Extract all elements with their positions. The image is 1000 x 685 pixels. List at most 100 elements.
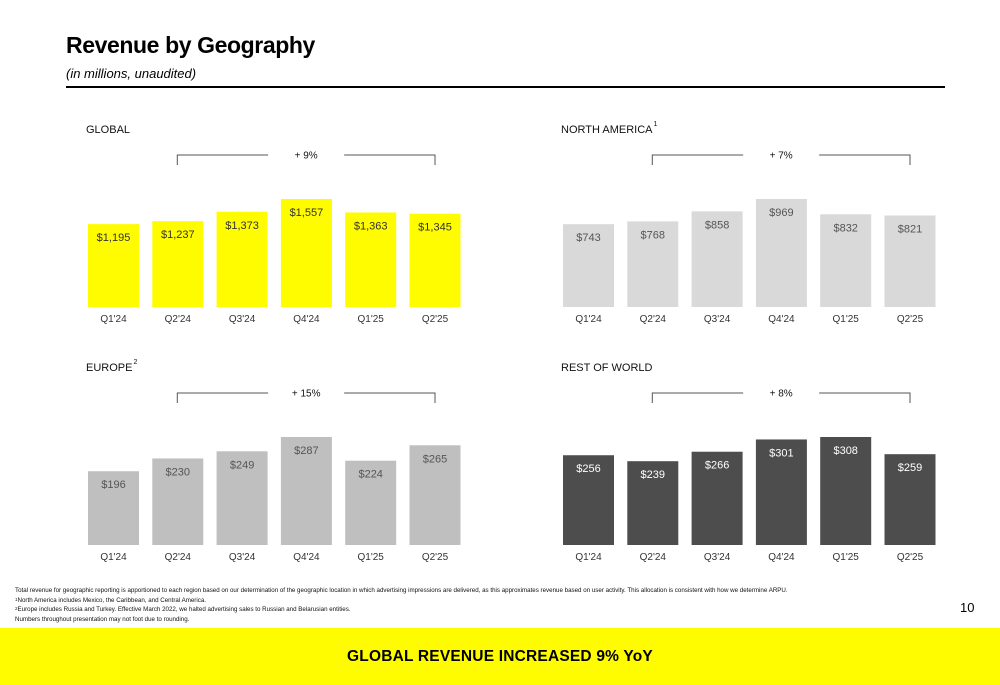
bar	[884, 215, 936, 307]
bar-chart: + 8% $256 Q1'24 $239 Q2'24 $266 Q3'24 $301 Q4'24…	[563, 389, 936, 563]
bar	[884, 454, 936, 545]
bar	[216, 211, 268, 307]
bar-value-label: $1,363	[354, 220, 388, 232]
chart-title: NORTH AMERICA1	[561, 121, 658, 136]
bar-value-label: $768	[641, 229, 665, 241]
x-tick-label: Q1'25	[833, 314, 860, 325]
bar	[280, 199, 332, 307]
bar-value-label: $821	[898, 223, 922, 235]
bar	[755, 439, 807, 545]
footnote-line: 2Europe includes Russia and Turkey. Effe…	[15, 606, 351, 614]
bar	[627, 221, 679, 307]
title-divider	[66, 86, 945, 88]
chart-panel-north-america: NORTH AMERICA1 + 7% $743 Q1'24 $768 Q2'24 $85…	[561, 121, 941, 364]
footnote-line: Numbers throughout presentation may not …	[15, 615, 190, 623]
x-tick-label: Q2'25	[897, 314, 924, 325]
growth-label: + 8%	[770, 389, 793, 400]
bar	[152, 221, 204, 307]
bar	[820, 214, 872, 307]
summary-banner: GLOBAL REVENUE INCREASED 9% YoY	[0, 628, 1000, 685]
chart-panel-global: GLOBAL + 9% $1,195 Q1'24 $1,237 Q2'24 $1,373 Q…	[86, 124, 466, 364]
x-tick-label: Q4'24	[768, 314, 795, 325]
bar	[152, 458, 204, 545]
bar	[409, 445, 461, 545]
x-tick-label: Q1'25	[358, 314, 385, 325]
bar	[563, 224, 614, 307]
banner-text: GLOBAL REVENUE INCREASED 9% YoY	[347, 647, 653, 665]
chart-title: REST OF WORLD	[561, 362, 653, 374]
bar	[280, 437, 332, 545]
bar	[345, 460, 397, 545]
bar	[820, 437, 872, 545]
chart-title: EUROPE2	[86, 359, 138, 374]
bar	[691, 211, 743, 307]
bar-value-label: $239	[641, 469, 665, 481]
x-tick-label: Q4'24	[768, 552, 795, 563]
x-tick-label: Q2'24	[640, 314, 667, 325]
x-tick-label: Q1'24	[575, 314, 602, 325]
bar-value-label: $1,237	[161, 229, 195, 241]
bar-value-label: $1,373	[225, 220, 259, 232]
page-title: Revenue by Geography	[66, 32, 315, 58]
bar-value-label: $969	[769, 207, 793, 219]
bar-value-label: $1,195	[97, 232, 131, 244]
bar-value-label: $230	[166, 466, 190, 478]
bar-value-label: $1,557	[290, 207, 324, 219]
page-subtitle: (in millions, unaudited)	[66, 66, 197, 81]
x-tick-label: Q1'25	[833, 552, 860, 563]
x-tick-label: Q3'24	[229, 552, 256, 563]
bar-value-label: $224	[358, 469, 382, 481]
page-number: 10	[960, 600, 975, 615]
x-tick-label: Q1'25	[358, 552, 385, 563]
growth-bracket	[651, 392, 911, 403]
growth-label: + 9%	[295, 151, 318, 162]
bar-chart: + 9% $1,195 Q1'24 $1,237 Q2'24 $1,373 Q3'24 $1,…	[88, 151, 461, 325]
x-tick-label: Q3'24	[229, 314, 256, 325]
bar	[345, 212, 397, 307]
footnote-line: 1North America includes Mexico, the Cari…	[15, 596, 206, 604]
x-tick-label: Q2'25	[422, 552, 449, 563]
bar	[755, 199, 807, 307]
x-tick-label: Q4'24	[293, 314, 320, 325]
bar-value-label: $266	[705, 460, 729, 472]
bar-value-label: $301	[769, 447, 793, 459]
bar-value-label: $743	[576, 232, 600, 244]
bar	[88, 471, 139, 545]
bar-value-label: $287	[294, 445, 318, 457]
growth-bracket	[176, 154, 436, 165]
bar-value-label: $259	[898, 462, 922, 474]
x-tick-label: Q4'24	[293, 552, 320, 563]
bar-value-label: $308	[833, 445, 857, 457]
x-tick-label: Q1'24	[100, 314, 127, 325]
bar-value-label: $196	[101, 479, 125, 491]
bar	[216, 451, 268, 545]
chart-panel-europe: EUROPE2 + 15% $196 Q1'24 $230 Q2'24 $249 Q3'24…	[86, 359, 466, 602]
bar-value-label: $832	[833, 222, 857, 234]
growth-bracket	[176, 392, 436, 403]
x-tick-label: Q2'25	[422, 314, 449, 325]
x-tick-label: Q1'24	[100, 552, 127, 563]
x-tick-label: Q1'24	[575, 552, 602, 563]
growth-bracket	[651, 154, 911, 165]
x-tick-label: Q2'24	[165, 552, 192, 563]
bar-chart: + 15% $196 Q1'24 $230 Q2'24 $249 Q3'24 $287 Q4'2…	[88, 389, 461, 563]
bar-value-label: $256	[576, 463, 600, 475]
x-tick-label: Q2'25	[897, 552, 924, 563]
bar	[627, 461, 679, 545]
x-tick-label: Q2'24	[165, 314, 192, 325]
x-tick-label: Q2'24	[640, 552, 667, 563]
x-tick-label: Q3'24	[704, 552, 731, 563]
footnote-line: Total revenue for geographic reporting i…	[15, 587, 788, 594]
chart-panel-rest-of-world: REST OF WORLD + 8% $256 Q1'24 $239 Q2'24 $266…	[561, 362, 941, 602]
bar-chart: + 7% $743 Q1'24 $768 Q2'24 $858 Q3'24 $969 Q4'24…	[563, 151, 936, 325]
bar	[563, 455, 614, 545]
growth-label: + 15%	[292, 389, 321, 400]
bar	[691, 451, 743, 545]
x-tick-label: Q3'24	[704, 314, 731, 325]
bar	[88, 224, 139, 307]
bar-value-label: $1,345	[418, 222, 452, 234]
chart-title: GLOBAL	[86, 124, 131, 136]
bar	[409, 213, 461, 307]
growth-label: + 7%	[770, 151, 793, 162]
bar-value-label: $249	[230, 459, 254, 471]
